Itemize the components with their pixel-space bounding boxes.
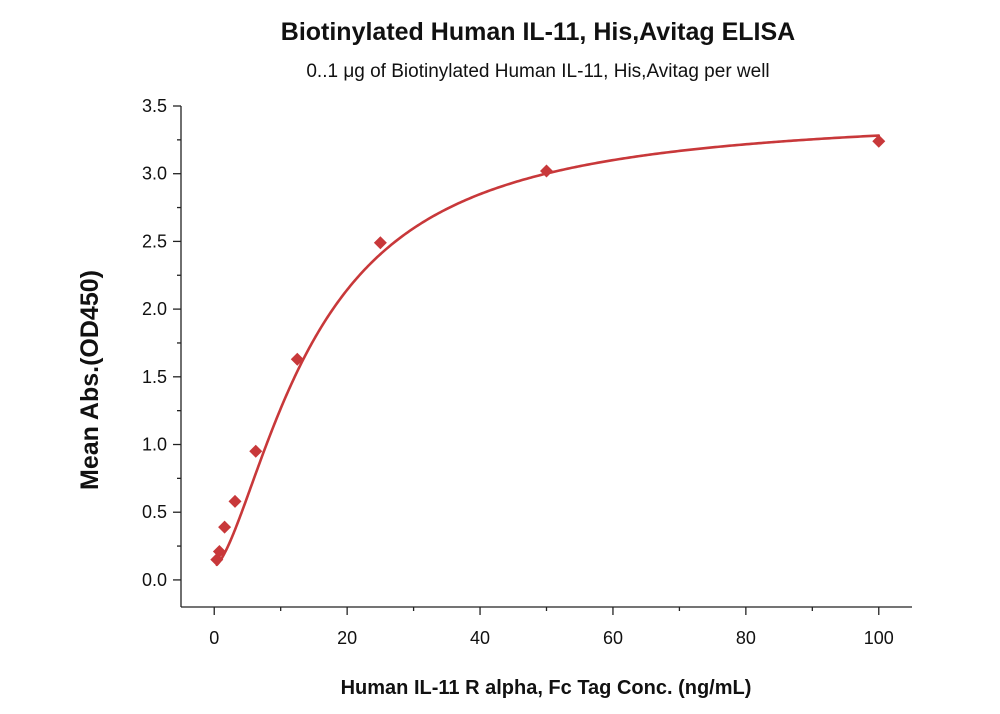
y-tick-label: 1.5	[142, 367, 167, 387]
x-tick-label: 100	[864, 628, 894, 648]
y-tick-label: 1.0	[142, 435, 167, 455]
y-tick-label: 3.0	[142, 164, 167, 184]
y-tick-label: 3.5	[142, 96, 167, 116]
x-tick-label: 80	[736, 628, 756, 648]
data-point	[228, 494, 242, 508]
x-tick-label: 60	[603, 628, 623, 648]
fit-curve	[215, 134, 881, 567]
data-point	[872, 134, 886, 148]
x-tick-label: 0	[209, 628, 219, 648]
fit-curve-group	[215, 134, 881, 567]
chart-title: Biotinylated Human IL-11, His,Avitag ELI…	[281, 18, 795, 46]
data-points	[210, 134, 886, 567]
data-point	[249, 444, 263, 458]
x-tick-label: 40	[470, 628, 490, 648]
x-tick-label: 20	[337, 628, 357, 648]
data-point	[218, 520, 232, 534]
y-tick-label: 2.0	[142, 299, 167, 319]
data-point	[290, 352, 304, 366]
data-point	[212, 544, 226, 558]
y-tick-label: 0.5	[142, 502, 167, 522]
data-point	[373, 236, 387, 250]
x-axis-title: Human IL-11 R alpha, Fc Tag Conc. (ng/mL…	[341, 677, 752, 699]
y-axis-title: Mean Abs.(OD450)	[76, 270, 104, 490]
y-tick-label: 0.0	[142, 570, 167, 590]
plot-axes: 0.0 0.5 1.0 1.5 2.0 2.5 3.0 3.5 0 20 40 60 80 100	[142, 96, 912, 648]
chart-subtitle: 0..1 μg of Biotinylated Human IL-11, His…	[306, 61, 769, 82]
y-tick-label: 2.5	[142, 231, 167, 251]
data-point	[540, 164, 553, 178]
